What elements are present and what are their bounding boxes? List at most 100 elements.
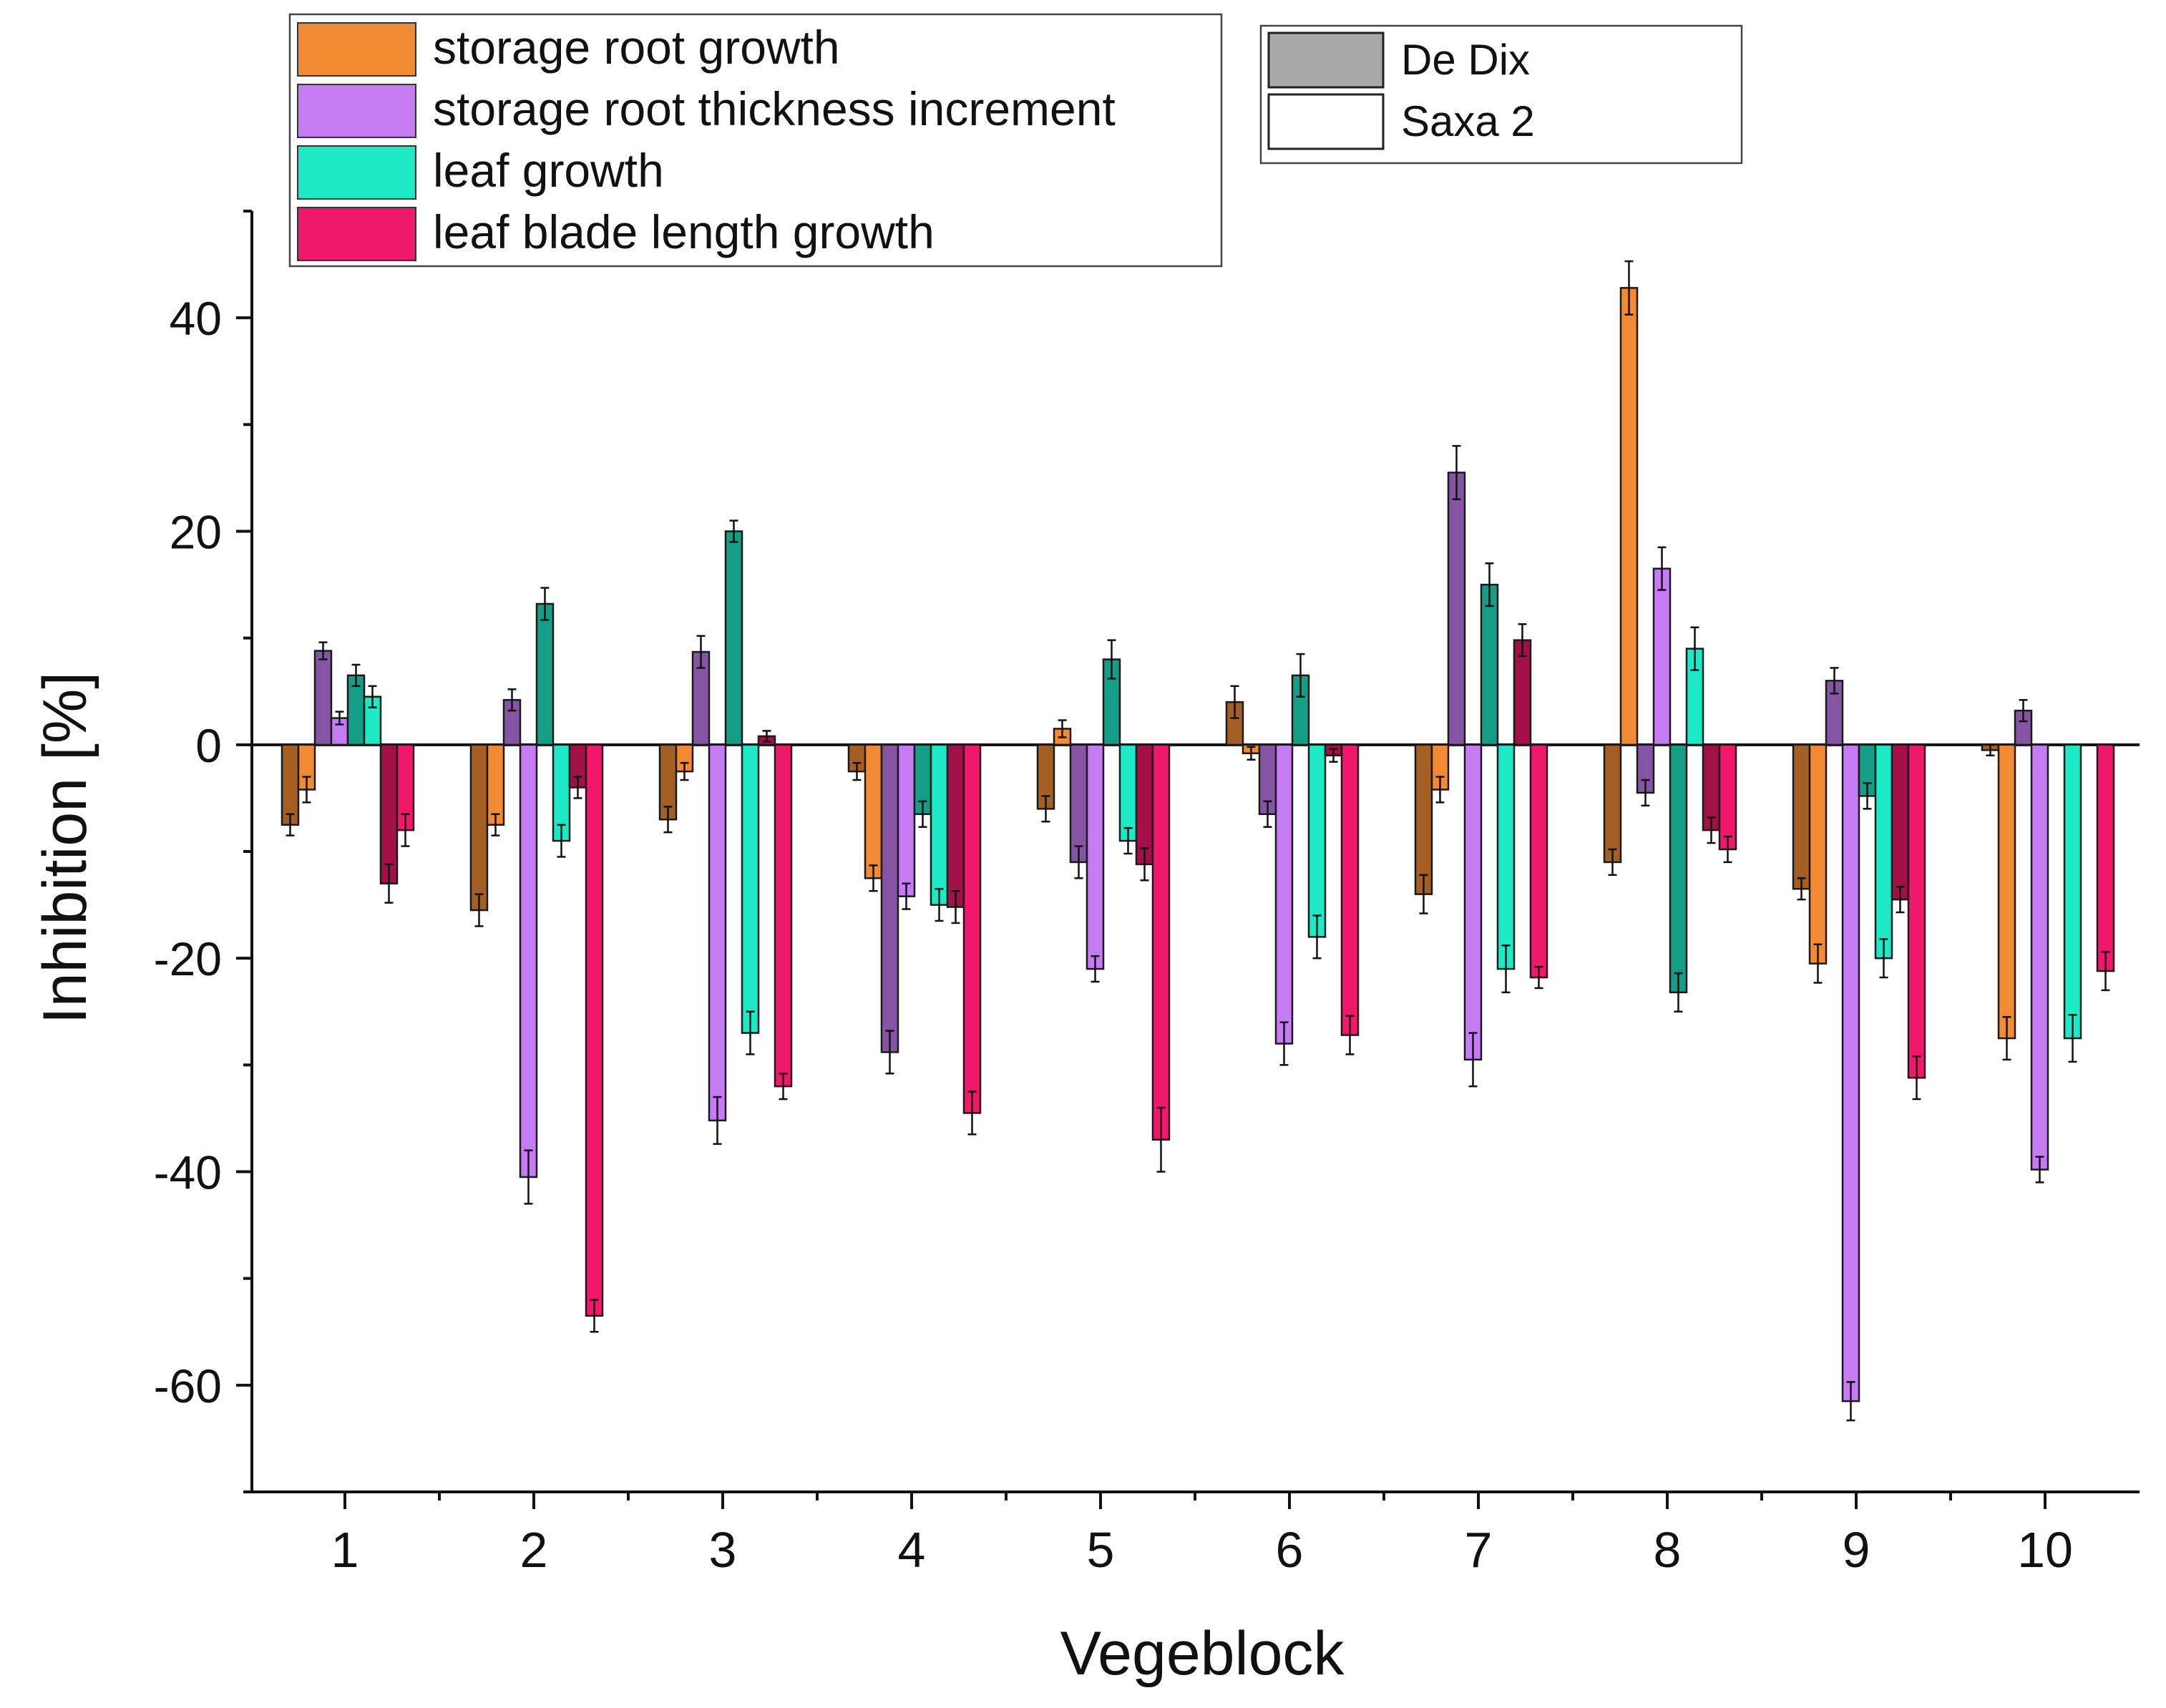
bar-storage-root-thickness-increment-saxa-2 — [1463, 743, 1483, 1061]
error-bar — [902, 882, 911, 910]
bars — [280, 260, 2115, 1422]
error-bar — [1156, 1106, 1166, 1173]
error-bar — [1863, 782, 1872, 810]
error-bar — [507, 688, 517, 712]
error-bar — [401, 813, 410, 847]
error-bar — [384, 863, 394, 904]
legend-swatch — [297, 145, 416, 200]
error-bar — [1074, 845, 1083, 879]
error-bar — [885, 1030, 894, 1075]
legend-label: leaf growth — [433, 144, 664, 197]
bar-leaf-blade-length-growth-saxa-2 — [1151, 743, 1171, 1141]
error-bar — [1468, 1032, 1478, 1088]
legend-swatch — [1267, 93, 1385, 150]
y-tick-label: -20 — [154, 932, 222, 985]
error-bar — [1263, 800, 1272, 828]
x-tick-label: 6 — [1276, 1522, 1304, 1578]
error-bar — [1501, 945, 1511, 994]
bar-storage-root-thickness-increment-saxa-2 — [1652, 567, 1672, 746]
bar-storage-root-growth-saxa-2 — [1619, 287, 1639, 746]
error-bar — [1312, 914, 1322, 960]
bar-leaf-growth-saxa-2 — [1307, 743, 1327, 938]
legend-swatch — [1267, 31, 1385, 89]
bar-leaf-growth-saxa-2 — [930, 743, 949, 906]
bar-storage-root-thickness-increment-saxa-2 — [1841, 743, 1860, 1402]
error-bar — [1452, 444, 1461, 500]
error-bar — [1657, 546, 1667, 591]
bar-leaf-growth-de-dix — [1669, 743, 1688, 994]
error-bar — [852, 761, 862, 781]
y-tick-label: 0 — [195, 719, 222, 772]
error-bar — [951, 889, 960, 924]
bar-leaf-blade-length-growth-saxa-2 — [2096, 743, 2115, 972]
error-bar — [590, 1299, 599, 1333]
bar-storage-root-growth-de-dix — [1603, 743, 1622, 864]
error-bar — [302, 776, 311, 804]
bar-storage-root-growth-saxa-2 — [864, 743, 883, 879]
error-bar — [1624, 260, 1634, 316]
error-bar — [729, 519, 738, 543]
error-bar — [918, 800, 927, 828]
x-tick-label: 10 — [2017, 1522, 2073, 1578]
legend-label: De Dix — [1401, 36, 1530, 84]
error-bar — [1518, 623, 1527, 658]
error-bar — [1674, 972, 1683, 1012]
error-bar — [1534, 965, 1543, 990]
error-bar — [869, 864, 878, 892]
error-bar — [2101, 950, 2110, 992]
legend-box — [288, 13, 1223, 268]
legend-label: Saxa 2 — [1401, 97, 1535, 145]
legend-label: storage root growth — [433, 21, 840, 74]
error-bar — [779, 1073, 788, 1101]
error-bar — [1058, 719, 1067, 738]
bar-leaf-growth-saxa-2 — [1874, 743, 1893, 960]
bar-storage-root-growth-saxa-2 — [1997, 743, 2016, 1040]
bar-storage-root-thickness-increment-de-dix — [1447, 472, 1466, 746]
bar-leaf-growth-de-dix — [535, 602, 555, 746]
bar-storage-root-growth-de-dix — [469, 743, 489, 912]
bar-leaf-blade-length-growth-saxa-2 — [585, 743, 604, 1317]
error-bar — [335, 711, 344, 726]
axes: -60 -40 -20 0 20 40 1 2 3 4 5 6 7 8 9 10 — [154, 210, 2140, 1578]
bar-storage-root-growth-saxa-2 — [1808, 743, 1828, 965]
y-tick-label: -60 — [154, 1360, 222, 1412]
bar-leaf-growth-saxa-2 — [1496, 743, 1516, 970]
error-bar — [368, 685, 377, 708]
error-bar — [524, 1149, 533, 1205]
bar-storage-root-thickness-increment-saxa-2 — [897, 743, 916, 897]
bar-storage-root-growth-de-dix — [280, 743, 300, 826]
y-axis-label: Inhibition [%] — [31, 672, 99, 1024]
bar-storage-root-thickness-increment-saxa-2 — [708, 743, 727, 1122]
bar-leaf-blade-length-growth-de-dix — [379, 743, 399, 885]
bar-leaf-blade-length-growth-saxa-2 — [1718, 743, 1737, 851]
y-tick-label: 40 — [170, 292, 222, 345]
error-bar — [573, 776, 582, 799]
x-tick-label: 4 — [898, 1522, 926, 1578]
error-bar — [1345, 1015, 1355, 1055]
bar-leaf-blade-length-growth-de-dix — [946, 743, 965, 908]
error-bar — [1107, 639, 1116, 680]
error-bar — [762, 730, 771, 743]
x-tick-label: 7 — [1465, 1522, 1493, 1578]
legend-parameters: storage root growth storage root thicknes… — [288, 13, 1223, 268]
bar-storage-root-thickness-increment-saxa-2 — [1274, 743, 1294, 1045]
bar-leaf-growth-saxa-2 — [741, 743, 760, 1034]
error-bar — [1813, 943, 1823, 984]
error-bar — [680, 761, 689, 781]
bar-leaf-blade-length-growth-saxa-2 — [774, 743, 793, 1088]
error-bar — [746, 1010, 755, 1055]
y-tick-label: -40 — [154, 1146, 222, 1199]
error-bar — [557, 824, 566, 858]
error-bar — [2068, 1013, 2077, 1063]
x-tick-label: 9 — [1843, 1522, 1870, 1578]
error-bar — [1912, 1055, 1921, 1101]
bar-storage-root-growth-saxa-2 — [486, 743, 505, 826]
bar-storage-root-thickness-increment-de-dix — [313, 650, 333, 746]
error-bar — [1230, 685, 1239, 719]
error-bar — [1296, 653, 1305, 698]
error-bar — [2035, 1156, 2044, 1184]
error-bar — [1879, 938, 1888, 979]
error-bar — [1846, 1381, 1855, 1422]
axis-labels: Inhibition [%] Vegeblock — [31, 672, 1345, 1688]
